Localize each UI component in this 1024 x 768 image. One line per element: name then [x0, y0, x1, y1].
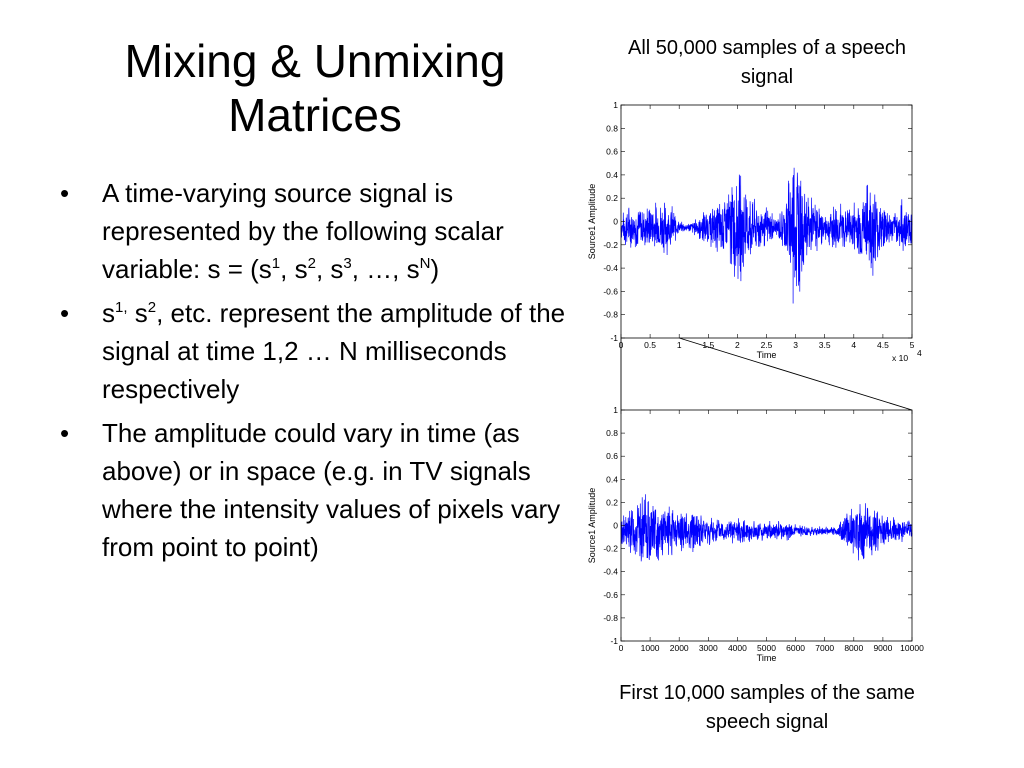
- y-axis-label: Source1 Amplitude: [587, 488, 597, 564]
- x-tick-label: 7000: [815, 643, 834, 653]
- y-tick-label: 0.4: [606, 170, 618, 180]
- y-tick-label: 0.8: [606, 428, 618, 438]
- y-tick-label: 0: [613, 217, 618, 227]
- y-tick-label: 0.2: [606, 497, 618, 507]
- waveform-line: [620, 167, 913, 304]
- y-tick-label: 1: [613, 100, 618, 110]
- y-tick-label: -0.2: [603, 544, 618, 554]
- x-tick-label: 5: [910, 340, 915, 350]
- x-tick-label: 1000: [641, 643, 660, 653]
- x-tick-label: 4000: [728, 643, 747, 653]
- x-multiplier-label: x 10: [892, 353, 908, 363]
- y-tick-label: -1: [610, 636, 618, 646]
- bullet-marker: •: [60, 178, 70, 208]
- x-tick-label: 0.5: [644, 340, 656, 350]
- y-tick-label: -0.4: [603, 567, 618, 577]
- slide-title: Mixing & Unmixing Matrices: [60, 34, 570, 142]
- y-tick-label: -0.8: [603, 310, 618, 320]
- bullet-item-2: • s1, s2, etc. represent the amplitude o…: [60, 294, 570, 408]
- y-tick-label: 1: [613, 405, 618, 415]
- y-tick-label: -0.8: [603, 613, 618, 623]
- x-tick-label: 8000: [844, 643, 863, 653]
- caption-bottom: First 10,000 samples of the same speech …: [619, 682, 915, 733]
- y-tick-label: 0.8: [606, 123, 618, 133]
- x-tick-label: 6000: [786, 643, 805, 653]
- x-tick-label: 3: [793, 340, 798, 350]
- y-tick-label: 0.6: [606, 147, 618, 157]
- y-tick-label: 0.2: [606, 193, 618, 203]
- waveform-line: [620, 494, 913, 562]
- x-tick-label: 4.5: [877, 340, 889, 350]
- x-tick-label: 5000: [757, 643, 776, 653]
- x-multiplier-exponent: 4: [917, 348, 922, 358]
- title-line-1: Mixing & Unmixing: [124, 35, 506, 87]
- y-tick-label: 0: [613, 521, 618, 531]
- x-tick-label: 9000: [873, 643, 892, 653]
- x-tick-label: 10000: [900, 643, 924, 653]
- bullet-marker: •: [60, 418, 70, 448]
- title-line-2: Matrices: [228, 89, 402, 141]
- bullet-marker: •: [60, 298, 70, 328]
- x-tick-label: 2: [735, 340, 740, 350]
- y-tick-label: 0.6: [606, 451, 618, 461]
- zoom-connector-right: [679, 337, 913, 411]
- y-tick-label: 0.4: [606, 474, 618, 484]
- x-tick-label: 0: [619, 643, 624, 653]
- y-axis-label: Source1 Amplitude: [587, 184, 597, 260]
- y-tick-label: -0.6: [603, 590, 618, 600]
- waveform-chart-1: 10.80.60.40.20-0.2-0.4-0.6-0.8-100.511.5…: [587, 100, 922, 363]
- bullet-item-3: • The amplitude could vary in time (as a…: [60, 414, 570, 566]
- x-tick-label: 1.5: [702, 340, 714, 350]
- bullet-list: • A time-varying source signal is repres…: [60, 174, 570, 572]
- y-tick-label: -0.4: [603, 263, 618, 273]
- x-tick-label: 3.5: [819, 340, 831, 350]
- y-tick-label: -0.6: [603, 286, 618, 296]
- x-axis-label: Time: [757, 350, 777, 360]
- x-tick-label: 1: [677, 340, 682, 350]
- waveform-chart-2: 10.80.60.40.20-0.2-0.4-0.6-0.8-10 1000 200…: [587, 405, 924, 663]
- y-tick-label: -1: [610, 333, 618, 343]
- x-tick-label: 4: [851, 340, 856, 350]
- y-tick-label: -0.2: [603, 240, 618, 250]
- caption-top: All 50,000 samples of a speech signal: [628, 37, 906, 88]
- x-tick-label: 2000: [670, 643, 689, 653]
- bullet-item-1: • A time-varying source signal is repres…: [60, 174, 570, 288]
- x-axis-label: Time: [757, 653, 777, 663]
- x-tick-label: 2.5: [761, 340, 773, 350]
- x-tick-label: 3000: [699, 643, 718, 653]
